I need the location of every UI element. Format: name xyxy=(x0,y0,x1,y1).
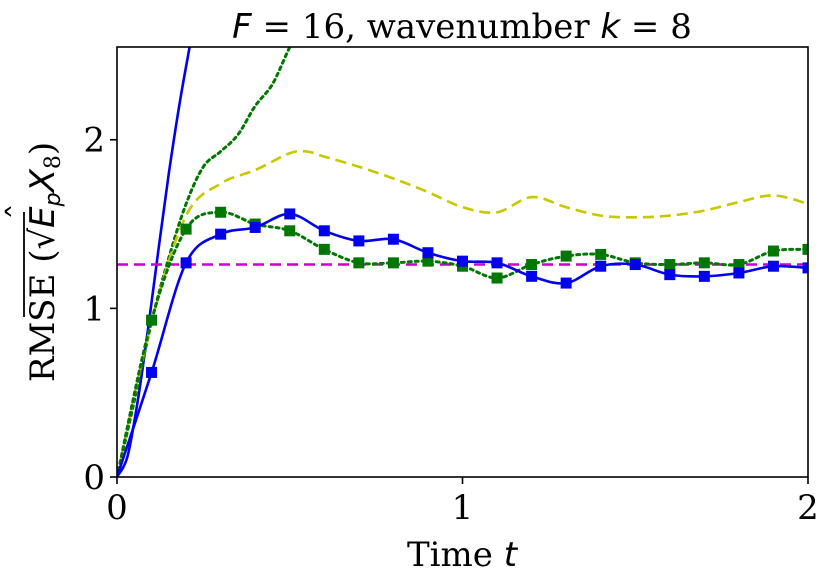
point-green-markers-19 xyxy=(767,245,779,257)
point-blue-markers-19 xyxy=(767,260,779,272)
point-green-markers-5 xyxy=(284,225,296,237)
x-axis-label-var: t xyxy=(504,535,519,575)
y-label-p: p xyxy=(41,192,66,207)
y-tick-label-1: 1 xyxy=(83,289,105,329)
point-blue-markers-11 xyxy=(491,257,503,269)
x-tick-label-0: 0 xyxy=(106,488,128,528)
point-green-markers-1 xyxy=(146,314,158,326)
svg-text:RMSE (√EpX8): RMSE (√EpX8) xyxy=(23,142,66,382)
point-blue-markers-4 xyxy=(249,221,261,233)
point-green-markers-18 xyxy=(733,259,745,271)
title-mid: = 16, wavenumber xyxy=(252,7,601,47)
point-green-markers-7 xyxy=(353,257,365,269)
x-axis-label: Time t xyxy=(407,535,519,575)
y-axis-label: RMSE (√EpX8) ˆ xyxy=(1,142,66,382)
series-green-diverging xyxy=(117,47,292,477)
point-blue-markers-8 xyxy=(387,233,399,245)
y-label-sqrt: √ xyxy=(23,228,63,250)
point-blue-markers-6 xyxy=(318,225,330,237)
y-label-sub: 8 xyxy=(41,155,66,169)
y-label-x: X xyxy=(23,168,63,194)
y-label-e: E xyxy=(23,206,63,228)
point-blue-markers-16 xyxy=(664,269,676,281)
point-blue-markers-14 xyxy=(595,260,607,272)
point-blue-markers-12 xyxy=(526,270,538,282)
series-layer xyxy=(117,47,808,477)
point-green-markers-11 xyxy=(491,272,503,284)
y-tick-label-2: 2 xyxy=(83,121,105,161)
point-blue-markers-5 xyxy=(284,208,296,220)
point-blue-markers-7 xyxy=(353,235,365,247)
point-blue-markers-13 xyxy=(560,277,572,289)
point-green-markers-3 xyxy=(215,206,227,218)
point-blue-markers-2 xyxy=(180,257,192,269)
chart-title: F = 16, wavenumber k = 8 xyxy=(232,7,692,47)
title-var-k: k xyxy=(600,7,621,47)
y-label-tail: ) xyxy=(23,142,63,155)
title-var-f: F xyxy=(232,7,252,47)
x-tick-label-1: 1 xyxy=(452,488,474,528)
y-label-head: RMSE ( xyxy=(23,250,63,383)
point-green-markers-9 xyxy=(422,255,434,267)
series-blue-diverging xyxy=(117,47,191,477)
x-axis-label-text: Time xyxy=(407,535,504,575)
point-green-markers-13 xyxy=(560,250,572,262)
point-green-markers-16 xyxy=(664,259,676,271)
series-blue-markers xyxy=(117,212,808,477)
point-blue-markers-17 xyxy=(698,270,710,282)
point-green-markers-20 xyxy=(802,243,808,255)
point-blue-markers-20 xyxy=(802,262,808,274)
point-blue-markers-1 xyxy=(146,366,158,378)
point-green-markers-8 xyxy=(387,257,399,269)
y-tick-label-0: 0 xyxy=(83,458,105,498)
point-blue-markers-10 xyxy=(457,255,468,267)
point-blue-markers-9 xyxy=(422,247,434,259)
x-tick-label-2: 2 xyxy=(797,488,819,528)
point-blue-markers-18 xyxy=(733,267,745,279)
point-green-markers-17 xyxy=(698,257,710,269)
title-suffix: = 8 xyxy=(620,7,692,47)
point-green-markers-6 xyxy=(318,243,330,255)
point-green-markers-12 xyxy=(526,259,538,271)
y-label-hat: ˆ xyxy=(1,203,41,220)
point-blue-markers-3 xyxy=(215,228,227,240)
series-yellow-dashed xyxy=(117,149,808,477)
point-green-markers-2 xyxy=(180,223,192,235)
point-blue-markers-15 xyxy=(629,259,641,271)
tick-layer: 0 1 2 0 1 2 xyxy=(83,121,818,528)
point-green-markers-14 xyxy=(595,248,607,260)
series-green-markers xyxy=(117,210,808,477)
